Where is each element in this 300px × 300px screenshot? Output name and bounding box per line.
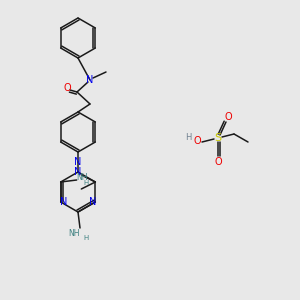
Text: H: H: [83, 180, 88, 186]
Text: NH: NH: [68, 230, 80, 238]
Text: N: N: [74, 157, 82, 167]
Text: NH: NH: [77, 172, 88, 182]
Text: N: N: [88, 197, 96, 207]
Text: O: O: [224, 112, 232, 122]
Text: O: O: [214, 157, 222, 167]
Text: O: O: [63, 83, 71, 93]
Text: N: N: [86, 75, 94, 85]
Text: S: S: [214, 133, 222, 143]
Text: H: H: [185, 133, 191, 142]
Text: N: N: [60, 197, 68, 207]
Text: H: H: [83, 235, 88, 241]
Text: N: N: [74, 167, 82, 177]
Text: O: O: [193, 136, 201, 146]
